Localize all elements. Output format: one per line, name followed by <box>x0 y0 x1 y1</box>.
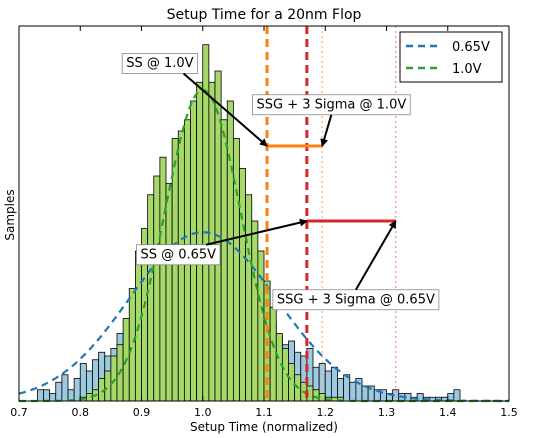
x-axis-ticks: 0.7 0.8 0.9 1.0 1.1 1.2 1.3 1.4 1.5 <box>10 26 518 419</box>
histogram-bar-0-65v <box>416 393 424 402</box>
y-axis-label: Samples <box>3 189 17 240</box>
x-tick-label: 0.7 <box>10 406 28 419</box>
histogram-bar-0-65v <box>55 381 63 402</box>
histogram-bar-1-0v <box>202 44 210 402</box>
histogram-bar-0-65v <box>453 389 461 402</box>
annotation-arrow <box>355 220 397 291</box>
histogram-bar-1-0v <box>251 220 259 402</box>
fit-curve-0-65v <box>18 231 509 403</box>
histogram-bar-0-65v <box>349 381 357 402</box>
histogram-bar-1-0v <box>275 333 283 402</box>
x-tick-label: 1.5 <box>500 406 518 419</box>
histogram-bar-1-0v <box>110 355 118 402</box>
histogram-bar-1-0v <box>269 306 277 402</box>
annotation-2: SS @ 0.65V <box>136 218 308 266</box>
histogram-bar-0-65v <box>330 366 338 402</box>
annotation-3: SSG + 3 Sigma @ 0.65V <box>272 220 440 311</box>
annotations: SS @ 1.0V SSG + 3 Sigma @ 1.0V SS @ 0.65V S… <box>121 53 440 311</box>
histogram-bar-1-0v <box>208 81 216 402</box>
annotation-1: SSG + 3 Sigma @ 1.0V <box>252 94 411 147</box>
histogram-bar-0-65v <box>79 363 87 402</box>
annotation-label: SSG + 3 Sigma @ 0.65V <box>277 292 435 307</box>
histogram-bar-1-0v <box>128 288 136 402</box>
x-tick-label: 1.3 <box>378 406 396 419</box>
annotation-0: SS @ 1.0V <box>121 53 268 147</box>
annotation-arrow <box>182 72 268 147</box>
legend-label-1-0v: 1.0V <box>452 62 482 77</box>
annotation-label: SSG + 3 Sigma @ 1.0V <box>257 97 407 112</box>
x-tick-label: 1.2 <box>317 406 335 419</box>
x-tick-label: 0.9 <box>133 406 151 419</box>
histogram-bar-1-0v <box>312 389 320 402</box>
histogram-bar-1-0v <box>257 250 265 402</box>
legend-box <box>399 31 503 83</box>
annotation-label: SS @ 0.65V <box>140 247 216 262</box>
legend: 0.65V 1.0V <box>399 31 503 83</box>
histogram-bar-1-0v <box>171 138 179 402</box>
histogram-bar-1-0v <box>245 194 253 402</box>
histogram-bar-1-0v <box>165 183 173 402</box>
histogram-bar-1-0v <box>153 175 161 402</box>
x-tick-label: 1.4 <box>439 406 457 419</box>
histogram-bar-1-0v <box>288 363 296 402</box>
histogram-bar-1-0v <box>220 119 228 402</box>
annotation-box <box>136 244 221 266</box>
histogram-bar-0-65v <box>43 389 51 402</box>
histogram-bar-1-0v <box>177 130 185 402</box>
annotation-box <box>121 53 198 74</box>
x-tick-label: 1.0 <box>194 406 212 419</box>
annotation-arrow <box>320 114 333 147</box>
annotation-arrow <box>205 218 308 246</box>
histogram-bar-0-65v <box>61 374 69 402</box>
histogram-bar-0-65v <box>36 389 44 402</box>
histogram-bar-1-0v <box>104 370 112 402</box>
histogram-bar-0-65v <box>73 378 81 402</box>
histogram-bar-1-0v <box>147 194 155 402</box>
histogram-bar-1-0v <box>239 168 247 402</box>
chart-title: Setup Time for a 20nm Flop <box>167 7 362 23</box>
annotation-label: SS @ 1.0V <box>126 56 193 71</box>
x-axis-label: Setup Time (normalized) <box>190 420 338 434</box>
histogram-bar-1-0v <box>330 396 338 402</box>
histogram-bar-0-65v <box>324 370 332 402</box>
x-tick-label: 1.1 <box>255 406 273 419</box>
histogram-bar-1-0v <box>226 100 234 402</box>
histogram-bar-0-65v <box>49 393 57 402</box>
legend-label-0-65v: 0.65V <box>452 40 490 55</box>
x-tick-label: 0.8 <box>72 406 90 419</box>
histogram-bar-1-0v <box>159 156 167 402</box>
histogram-bar-1-0v <box>196 81 204 402</box>
